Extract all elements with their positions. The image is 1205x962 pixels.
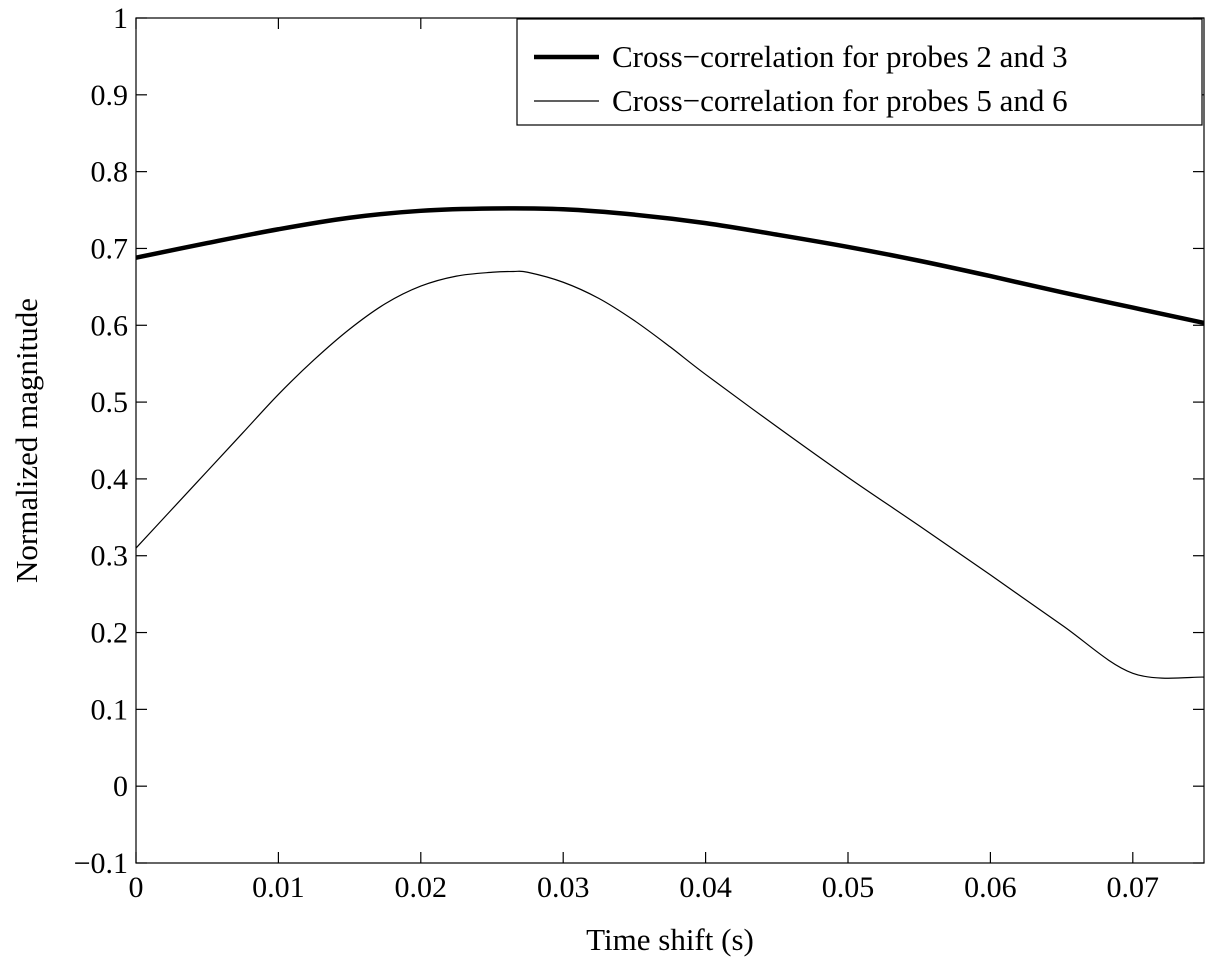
legend: Cross−correlation for probes 2 and 3 Cros… <box>516 18 1203 126</box>
y-tick-label: 0.4 <box>91 463 129 496</box>
x-tick-label: 0.01 <box>252 871 305 904</box>
y-tick-label: 0.9 <box>91 79 129 112</box>
y-axis-label: Normalized magnitude <box>9 298 44 583</box>
y-tick-label: 0.2 <box>91 617 129 650</box>
series-lines <box>135 206 1205 679</box>
y-tick-label: 0.3 <box>91 540 129 573</box>
axes: 0 0.01 0.02 0.03 0.04 0.05 0.06 0.07−0.100.10.2… <box>74 2 1205 904</box>
x-tick-label: 0.04 <box>679 871 732 904</box>
y-tick-label: 0 <box>113 770 128 803</box>
y-tick-label: 0.7 <box>91 232 129 265</box>
legend-label-1: Cross−correlation for probes 2 and 3 <box>612 39 1068 74</box>
x-tick-label: 0.05 <box>822 871 875 904</box>
plot-frame <box>135 17 1205 864</box>
series-line-2 <box>135 270 1205 679</box>
x-axis-label: Time shift (s) <box>586 922 754 957</box>
y-tick-label: 0.1 <box>91 693 129 726</box>
y-tick-label: −0.1 <box>74 847 128 880</box>
y-tick-label: 0.6 <box>91 309 129 342</box>
x-tick-label: 0.02 <box>395 871 448 904</box>
legend-label-2: Cross−correlation for probes 5 and 6 <box>612 83 1068 118</box>
x-tick-label: 0.03 <box>537 871 590 904</box>
x-tick-label: 0 <box>129 871 144 904</box>
series-line-1 <box>135 206 1205 326</box>
y-tick-label: 0.5 <box>91 386 129 419</box>
y-tick-label: 0.8 <box>91 156 129 189</box>
legend-box <box>516 18 1203 126</box>
x-tick-label: 0.06 <box>964 871 1017 904</box>
x-tick-label: 0.07 <box>1107 871 1160 904</box>
y-tick-label: 1 <box>113 2 128 35</box>
